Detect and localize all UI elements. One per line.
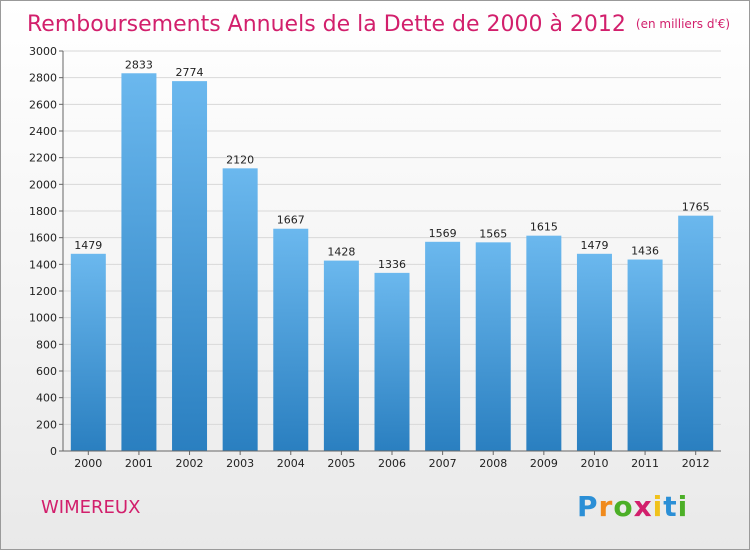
bar <box>475 242 511 451</box>
bar <box>172 81 208 451</box>
bar <box>121 73 157 452</box>
y-tick-label: 400 <box>36 392 57 405</box>
proxiti-logo: Proxiti <box>577 489 688 525</box>
logo-letter: r <box>598 490 614 523</box>
bar-value-label: 2833 <box>125 58 153 71</box>
x-tick-label: 2011 <box>631 457 659 470</box>
y-tick-label: 3000 <box>29 45 57 58</box>
bar-value-label: 2774 <box>176 66 204 79</box>
y-tick-label: 2400 <box>29 125 57 138</box>
bar <box>374 272 410 451</box>
bar <box>323 260 359 451</box>
x-tick-label: 2009 <box>530 457 558 470</box>
bar-value-label: 1565 <box>479 227 507 240</box>
x-tick-label: 2003 <box>226 457 254 470</box>
x-tick-label: 2005 <box>327 457 355 470</box>
y-tick-label: 600 <box>36 365 57 378</box>
bar <box>425 241 461 451</box>
chart-title-text: Remboursements Annuels de la Dette de 20… <box>27 12 626 37</box>
chart-title: Remboursements Annuels de la Dette de 20… <box>27 7 730 41</box>
y-tick-label: 2000 <box>29 178 57 191</box>
x-tick-label: 2002 <box>176 457 204 470</box>
bar <box>678 215 714 451</box>
bar <box>627 259 663 451</box>
bar-value-label: 2120 <box>226 153 254 166</box>
x-tick-label: 2000 <box>74 457 102 470</box>
bar-value-label: 1615 <box>530 221 558 234</box>
y-tick-label: 2600 <box>29 98 57 111</box>
bar <box>526 235 562 451</box>
x-tick-label: 2010 <box>580 457 608 470</box>
y-tick-label: 2800 <box>29 72 57 85</box>
logo-letter: x <box>633 490 653 523</box>
y-tick-label: 1200 <box>29 285 57 298</box>
x-axis: 2000 2001 2002 2003 2004 2005 2006 2007 2008 2009… <box>63 450 721 470</box>
bar-value-label: 1336 <box>378 258 406 271</box>
logo-letter: t <box>663 490 678 523</box>
bar-value-label: 1479 <box>580 239 608 252</box>
y-tick-label: 1800 <box>29 205 57 218</box>
bar <box>273 228 309 451</box>
bar <box>576 253 612 451</box>
bar <box>222 168 258 452</box>
city-name: WIMEREUX <box>41 497 141 518</box>
y-axis: 0 200 400 600 800 1000 1200 1400 1600 1800 2000 220… <box>29 45 64 458</box>
logo-letter: P <box>577 490 599 523</box>
bar-value-label: 1667 <box>277 214 305 227</box>
logo-letter: i <box>652 490 664 523</box>
x-tick-label: 2001 <box>125 457 153 470</box>
y-tick-label: 2200 <box>29 152 57 165</box>
logo-letter: i <box>677 490 689 523</box>
y-tick-label: 800 <box>36 338 57 351</box>
x-tick-label: 2007 <box>429 457 457 470</box>
bar-value-label: 1765 <box>682 201 710 214</box>
y-tick-label: 200 <box>36 418 57 431</box>
x-tick-label: 2012 <box>682 457 710 470</box>
bar-value-label: 1479 <box>74 239 102 252</box>
logo-letter: o <box>613 490 634 523</box>
y-tick-label: 1000 <box>29 312 57 325</box>
y-tick-label: 1600 <box>29 232 57 245</box>
y-tick-label: 0 <box>50 445 57 458</box>
x-tick-label: 2006 <box>378 457 406 470</box>
bar-value-label: 1428 <box>327 246 355 259</box>
bars: 1479 2833 2774 2120 1667 1428 1336 1569 1565 1615… <box>70 58 714 452</box>
y-tick-label: 1400 <box>29 258 57 271</box>
x-tick-label: 2004 <box>277 457 305 470</box>
bar-value-label: 1436 <box>631 245 659 258</box>
x-tick-label: 2008 <box>479 457 507 470</box>
bar <box>70 253 106 451</box>
bar-value-label: 1569 <box>429 227 457 240</box>
chart-unit: (en milliers d'€) <box>635 17 731 31</box>
